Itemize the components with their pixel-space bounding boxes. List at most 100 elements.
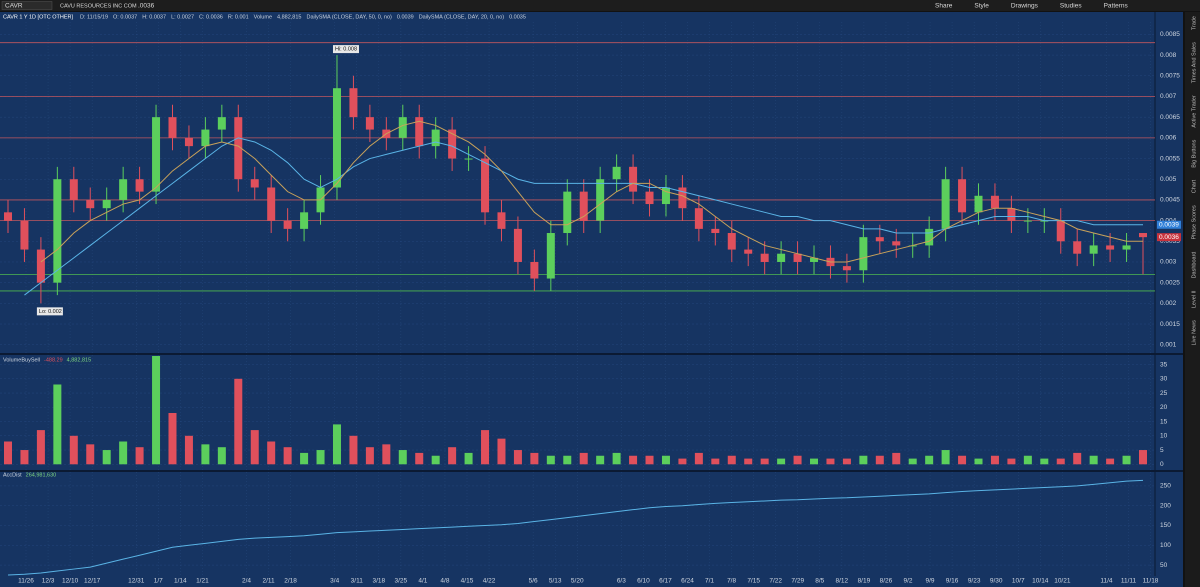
volume-bar bbox=[283, 447, 292, 465]
candle-body bbox=[349, 88, 358, 118]
volume-bar bbox=[4, 441, 12, 465]
candle-body bbox=[1106, 245, 1115, 250]
y-tick-label: 0 bbox=[1160, 461, 1164, 468]
toolbar-button[interactable]: Patterns bbox=[1104, 3, 1129, 10]
toolbar-button[interactable]: Drawings bbox=[1011, 3, 1039, 10]
x-tick-label: 3/11 bbox=[351, 578, 364, 585]
volume-bar bbox=[727, 455, 736, 465]
candle-body bbox=[283, 220, 292, 229]
y-tick-label: 50 bbox=[1160, 562, 1168, 569]
sidebar-tab[interactable]: Active Trader bbox=[1191, 95, 1197, 128]
toolbar bbox=[0, 0, 1200, 11]
sidebar-tab[interactable]: Level II bbox=[1191, 290, 1197, 308]
volume-bar bbox=[53, 384, 62, 465]
y-tick-label: 0.001 bbox=[1160, 341, 1177, 348]
toolbar-button[interactable]: Share bbox=[935, 3, 953, 10]
y-tick-label: 35 bbox=[1160, 361, 1168, 368]
candle-body bbox=[201, 129, 210, 147]
candle-body bbox=[481, 158, 490, 213]
sidebar bbox=[1185, 12, 1200, 587]
candle-body bbox=[1056, 220, 1065, 242]
candle-body bbox=[365, 117, 374, 130]
x-tick-label: 6/24 bbox=[681, 578, 694, 585]
toolbar-button[interactable]: Studies bbox=[1060, 3, 1082, 10]
candle-body bbox=[152, 117, 161, 192]
volume-bar bbox=[1023, 455, 1032, 465]
candle-body bbox=[250, 179, 259, 188]
candle-body bbox=[793, 253, 802, 262]
volume-bar bbox=[365, 447, 374, 465]
candle-body bbox=[596, 179, 605, 221]
sidebar-tab[interactable]: Big Buttons bbox=[1191, 139, 1197, 167]
volume-bar bbox=[349, 435, 358, 465]
volume-bar bbox=[152, 356, 161, 465]
x-tick-label: 10/21 bbox=[1054, 578, 1071, 585]
volume-bar bbox=[1089, 455, 1098, 465]
sidebar-tab[interactable]: Live News bbox=[1191, 320, 1197, 346]
volume-bar bbox=[1073, 452, 1082, 465]
candle-body bbox=[760, 253, 769, 262]
candle-body bbox=[842, 266, 851, 271]
x-tick-label: 9/23 bbox=[968, 578, 981, 585]
candle-body bbox=[711, 228, 720, 234]
sidebar-tab[interactable]: Dashboard bbox=[1191, 252, 1197, 279]
volume-bar bbox=[1007, 458, 1016, 465]
sidebar-tab[interactable]: Phase Scores bbox=[1191, 205, 1197, 239]
volume-bar bbox=[990, 455, 999, 465]
candle-body bbox=[563, 191, 572, 234]
sidebar-tab[interactable]: Chart bbox=[1191, 179, 1197, 193]
volume-bar bbox=[1040, 458, 1049, 465]
candle-body bbox=[497, 212, 506, 229]
volume-bar bbox=[382, 444, 391, 465]
x-tick-label: 2/4 bbox=[242, 578, 251, 585]
x-tick-label: 2/18 bbox=[284, 578, 297, 585]
candle-body bbox=[694, 208, 703, 229]
candle-body bbox=[990, 195, 999, 209]
volume-bar bbox=[892, 452, 901, 465]
volume-bar bbox=[1139, 450, 1147, 465]
company: CAVU RESOURCES INC COM bbox=[60, 3, 137, 9]
y-tick-label: 200 bbox=[1160, 502, 1171, 509]
volume-bar bbox=[925, 455, 934, 465]
volume-bar bbox=[530, 452, 539, 465]
y-tick-label: 0.008 bbox=[1160, 52, 1177, 59]
candle-body bbox=[20, 220, 29, 250]
x-tick-label: 5/13 bbox=[549, 578, 562, 585]
x-tick-label: 9/30 bbox=[990, 578, 1003, 585]
last-price: .0036 bbox=[138, 3, 155, 10]
candle-body bbox=[727, 233, 736, 250]
header-item: DailySMA (CLOSE, DAY, 20, 0, no) bbox=[419, 14, 505, 20]
volume-bar bbox=[316, 450, 325, 465]
volume-bar bbox=[777, 458, 786, 465]
volume-bar bbox=[760, 458, 769, 465]
volume-bar bbox=[661, 455, 670, 465]
y-tick-label: 0.006 bbox=[1160, 135, 1177, 142]
volume-bar bbox=[678, 458, 687, 465]
x-tick-label: 4/15 bbox=[461, 578, 474, 585]
study-value: -488.29 bbox=[44, 357, 63, 363]
y-tick-label: 0.003 bbox=[1160, 259, 1177, 266]
candle-body bbox=[875, 237, 884, 242]
candle-body bbox=[1023, 220, 1032, 222]
candle-body bbox=[415, 117, 424, 147]
volume-bar bbox=[448, 447, 457, 465]
toolbar-button[interactable]: Style bbox=[974, 3, 989, 10]
candle-body bbox=[513, 228, 522, 262]
candle-body bbox=[810, 257, 819, 262]
header-item: D: 11/15/19 bbox=[80, 14, 108, 20]
x-tick-label: 7/8 bbox=[727, 578, 736, 585]
candle-body bbox=[135, 179, 144, 192]
lo-box bbox=[36, 307, 63, 316]
volume-bar bbox=[1106, 458, 1115, 465]
volume-bar bbox=[267, 441, 276, 465]
volume-bar bbox=[135, 447, 144, 465]
volume-bar bbox=[1056, 458, 1065, 465]
symbol[interactable]: CAVR bbox=[5, 3, 23, 10]
candle-body bbox=[974, 195, 983, 213]
sidebar-tab[interactable]: Times And Sales bbox=[1191, 42, 1197, 83]
symbol-box[interactable] bbox=[1, 1, 53, 10]
candle-body bbox=[4, 212, 12, 221]
y-tick-label: 0.0065 bbox=[1160, 114, 1180, 121]
volume-bar bbox=[69, 435, 78, 465]
sidebar-tab[interactable]: Trade bbox=[1191, 16, 1197, 30]
